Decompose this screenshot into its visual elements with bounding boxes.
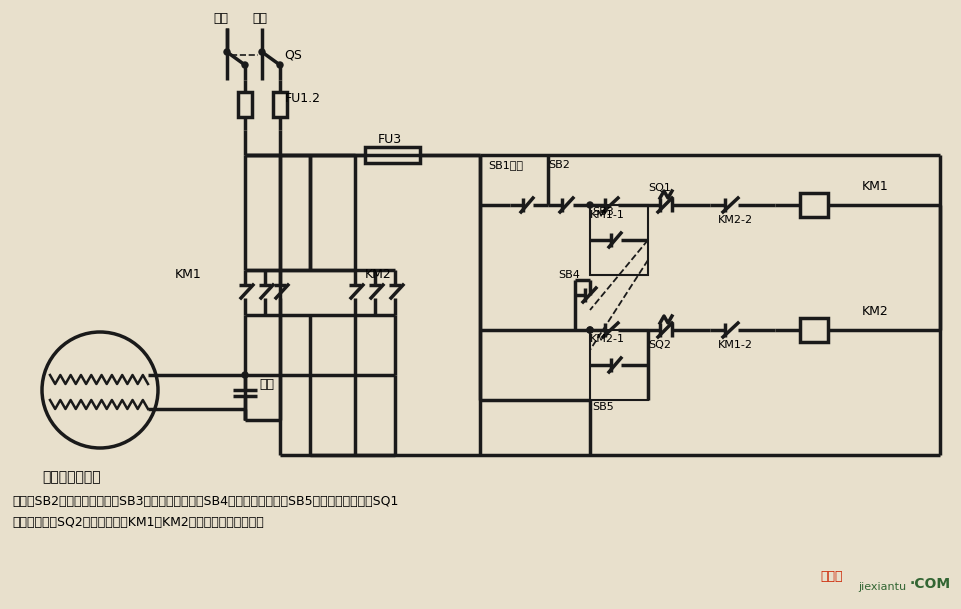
Text: 说明：SB2为上升启动按钮，SB3为上升点动按钮，SB4为下降启动按钮，SB5为下降点动按钮；SQ1: 说明：SB2为上升启动按钮，SB3为上升点动按钮，SB4为下降启动按钮，SB5为…	[12, 495, 398, 508]
Bar	[800, 318, 827, 342]
Text: SQ2: SQ2	[648, 340, 671, 350]
Text: SB3: SB3	[591, 207, 613, 217]
Text: SB1停止: SB1停止	[487, 160, 523, 170]
Text: KM1-2: KM1-2	[717, 340, 752, 350]
Text: jiexiantu: jiexiantu	[857, 582, 905, 592]
Bar	[273, 92, 286, 117]
Text: 接线图: 接线图	[819, 570, 842, 583]
Text: KM2-2: KM2-2	[717, 215, 752, 225]
Circle shape	[259, 49, 264, 55]
Text: ·COM: ·COM	[909, 577, 950, 591]
Bar	[237, 92, 252, 117]
Text: SB5: SB5	[591, 402, 613, 412]
Circle shape	[586, 202, 592, 208]
Text: 火线: 火线	[212, 12, 228, 25]
Text: 电容: 电容	[259, 379, 274, 392]
Text: 单相电容电动机: 单相电容电动机	[42, 470, 101, 484]
Text: KM1: KM1	[861, 180, 888, 193]
Circle shape	[224, 49, 230, 55]
Circle shape	[586, 327, 592, 333]
Text: KM2: KM2	[364, 268, 391, 281]
Text: SQ1: SQ1	[648, 183, 670, 193]
Bar	[800, 193, 827, 217]
Text: 零线: 零线	[252, 12, 267, 25]
Text: KM2-1: KM2-1	[589, 334, 625, 344]
Text: FU3: FU3	[378, 133, 402, 146]
Text: KM2: KM2	[861, 305, 888, 318]
Bar	[589, 330, 648, 400]
Text: SB4: SB4	[557, 270, 579, 280]
Text: KM1-1: KM1-1	[589, 210, 625, 220]
Text: SB2: SB2	[548, 160, 569, 170]
Text: FU1.2: FU1.2	[284, 92, 321, 105]
Circle shape	[242, 372, 248, 378]
Text: QS: QS	[283, 48, 302, 61]
Circle shape	[242, 62, 248, 68]
Circle shape	[586, 327, 592, 333]
Text: KM1: KM1	[175, 268, 202, 281]
Bar	[589, 205, 648, 275]
Text: 为最高限位，SQ2为最低限位。KM1、KM2可用中间继电器代替。: 为最高限位，SQ2为最低限位。KM1、KM2可用中间继电器代替。	[12, 516, 263, 529]
Bar	[364, 147, 420, 163]
Circle shape	[277, 62, 283, 68]
